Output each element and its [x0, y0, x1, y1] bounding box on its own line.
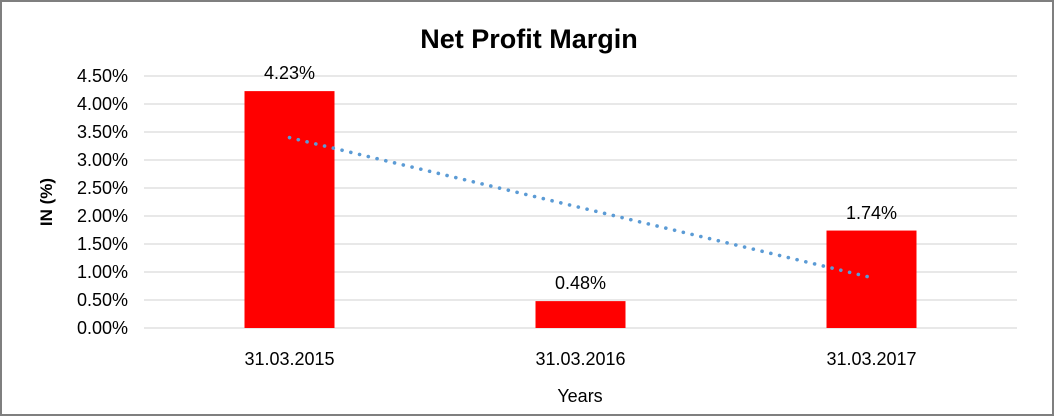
y-tick-label: 2.00% — [76, 206, 128, 226]
y-tick-label: 3.00% — [76, 150, 128, 170]
trendline — [287, 135, 874, 280]
y-tick-label: 4.00% — [76, 94, 128, 114]
x-tick-label: 31.03.2016 — [535, 349, 626, 369]
y-tick-label: 2.50% — [76, 178, 128, 198]
x-axis-title: Years — [557, 386, 603, 406]
data-label: 0.48% — [554, 273, 607, 294]
x-tick-label: 31.03.2017 — [826, 349, 917, 369]
data-label: 4.23% — [263, 63, 316, 84]
y-tick-label: 0.00% — [76, 318, 128, 338]
bar-31.03.2015 — [244, 91, 335, 329]
bar-31.03.2016 — [535, 301, 626, 328]
y-axis-title: IN (%) — [37, 177, 56, 227]
y-tick-label: 4.50% — [76, 66, 128, 86]
x-tick-label: 31.03.2015 — [244, 349, 335, 369]
y-tick-label: 3.50% — [76, 122, 128, 142]
y-tick-label: 1.50% — [76, 234, 128, 254]
data-label: 1.74% — [845, 202, 898, 223]
bar-31.03.2017 — [826, 230, 917, 328]
y-tick-label: 1.00% — [76, 262, 128, 282]
chart-title: Net Profit Margin — [420, 24, 638, 54]
y-tick-label: 0.50% — [76, 290, 128, 310]
